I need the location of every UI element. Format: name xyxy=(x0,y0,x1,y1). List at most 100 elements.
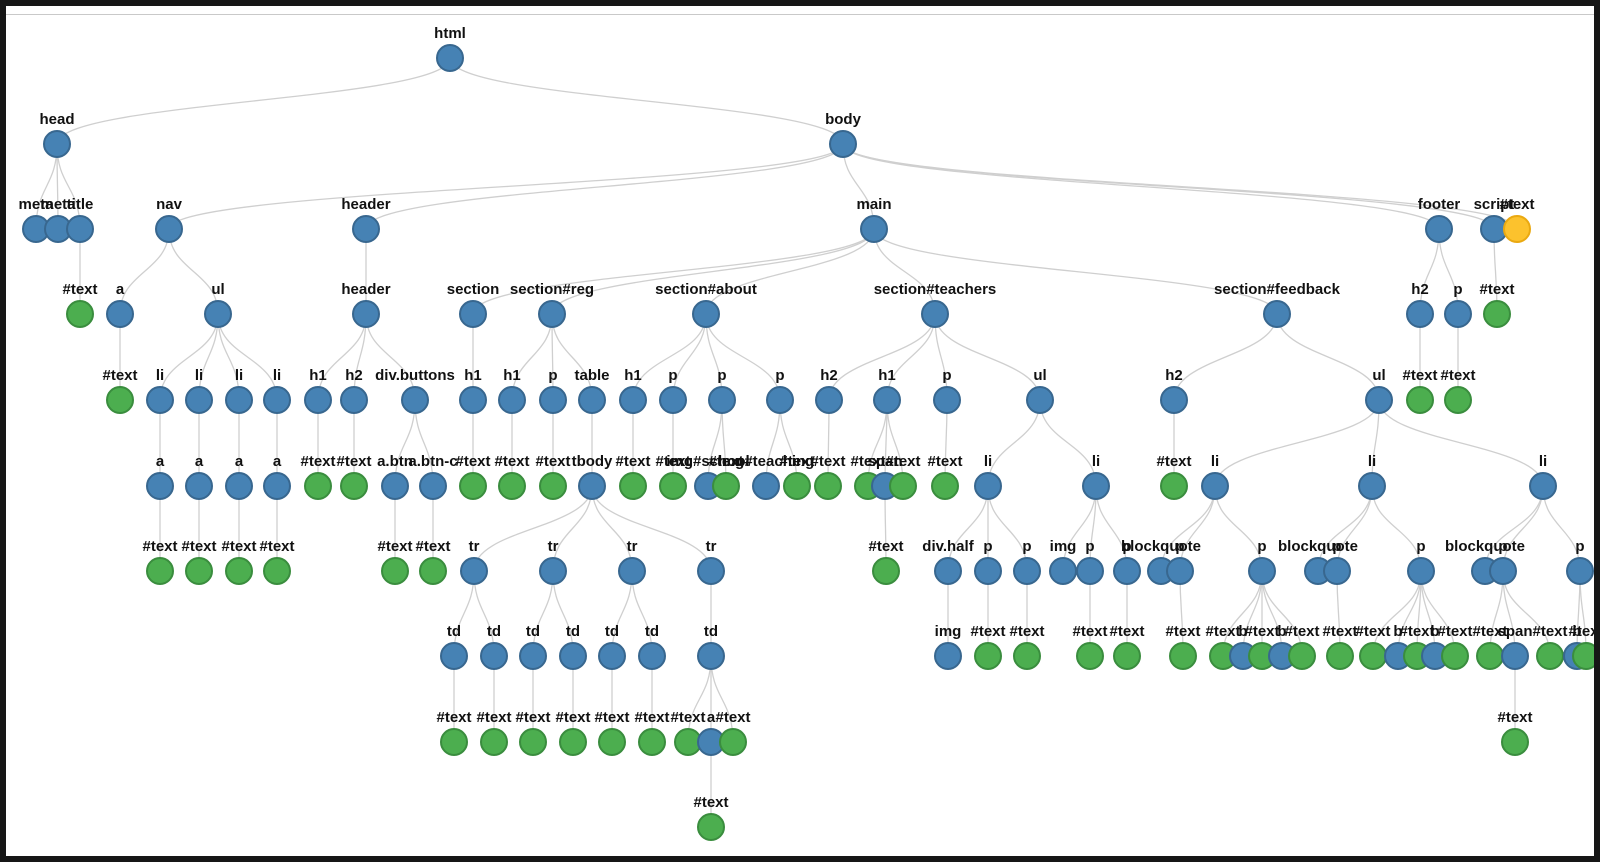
tree-node-tr[interactable] xyxy=(539,557,567,585)
tree-node-li[interactable] xyxy=(1201,472,1229,500)
tree-node-p[interactable] xyxy=(1566,557,1594,585)
tree-node-li[interactable] xyxy=(1358,472,1386,500)
tree-node-p[interactable] xyxy=(659,386,687,414)
tree-node-text-textnode[interactable] xyxy=(498,472,526,500)
tree-node-text-textnode[interactable] xyxy=(559,728,587,756)
tree-node-p[interactable] xyxy=(766,386,794,414)
tree-node-table[interactable] xyxy=(578,386,606,414)
tree-node-section-reg[interactable] xyxy=(538,300,566,328)
tree-node-text-textnode[interactable] xyxy=(619,472,647,500)
tree-node-body[interactable] xyxy=(829,130,857,158)
tree-node-td[interactable] xyxy=(519,642,547,670)
tree-node-text-textnode[interactable] xyxy=(1536,642,1564,670)
tree-node-text-textnode[interactable] xyxy=(1406,386,1434,414)
tree-node-li[interactable] xyxy=(1082,472,1110,500)
tree-node-text-textnode[interactable] xyxy=(304,472,332,500)
tree-node-p[interactable] xyxy=(1248,557,1276,585)
tree-node-text-textnode[interactable] xyxy=(712,472,740,500)
tree-node-head[interactable] xyxy=(43,130,71,158)
tree-node-text-textnode[interactable] xyxy=(974,642,1002,670)
tree-node-li[interactable] xyxy=(146,386,174,414)
tree-node-text-textnode[interactable] xyxy=(1483,300,1511,328)
tree-node-text-textnode[interactable] xyxy=(1013,642,1041,670)
tree-node-text-textnode[interactable] xyxy=(1444,386,1472,414)
tree-node-p[interactable] xyxy=(1407,557,1435,585)
tree-node-p[interactable] xyxy=(539,386,567,414)
tree-node-li[interactable] xyxy=(263,386,291,414)
tree-node-text-textnode[interactable] xyxy=(1288,642,1316,670)
tree-node-text-textnode[interactable] xyxy=(638,728,666,756)
tree-node-h2[interactable] xyxy=(1160,386,1188,414)
tree-node-p[interactable] xyxy=(974,557,1002,585)
tree-node-text-textnode[interactable] xyxy=(106,386,134,414)
tree-node-p[interactable] xyxy=(933,386,961,414)
tree-node-text-textnode[interactable] xyxy=(263,557,291,585)
tree-node-section-feedback[interactable] xyxy=(1263,300,1291,328)
tree-node-p[interactable] xyxy=(1013,557,1041,585)
tree-node-text-textnode[interactable] xyxy=(872,557,900,585)
tree-node-li[interactable] xyxy=(1529,472,1557,500)
tree-node-text-textnode[interactable] xyxy=(1326,642,1354,670)
tree-node-td[interactable] xyxy=(559,642,587,670)
tree-node-text-textnode[interactable] xyxy=(381,557,409,585)
tree-node-text-textnode[interactable] xyxy=(659,472,687,500)
tree-node-a[interactable] xyxy=(185,472,213,500)
tree-node-tbody[interactable] xyxy=(578,472,606,500)
tree-node-text-textnode[interactable] xyxy=(1169,642,1197,670)
tree-node-header[interactable] xyxy=(352,215,380,243)
tree-node-html[interactable] xyxy=(436,44,464,72)
tree-node-a[interactable] xyxy=(225,472,253,500)
tree-node-text-textnode[interactable] xyxy=(519,728,547,756)
tree-node-text-textnode[interactable] xyxy=(440,728,468,756)
tree-node-main[interactable] xyxy=(860,215,888,243)
tree-node-text-textnode[interactable] xyxy=(889,472,917,500)
tree-node-img[interactable] xyxy=(934,642,962,670)
tree-node-p[interactable] xyxy=(1489,557,1517,585)
tree-node-text-textnode[interactable] xyxy=(1113,642,1141,670)
tree-node-text-textnode[interactable] xyxy=(1076,642,1104,670)
tree-node-p[interactable] xyxy=(1444,300,1472,328)
tree-node-h2[interactable] xyxy=(340,386,368,414)
tree-node-li[interactable] xyxy=(974,472,1002,500)
tree-node-text-textnode[interactable] xyxy=(1359,642,1387,670)
tree-node-text-textnode[interactable] xyxy=(185,557,213,585)
tree-node-text-textnode[interactable] xyxy=(598,728,626,756)
tree-node-img-teaching[interactable] xyxy=(752,472,780,500)
tree-node-h2[interactable] xyxy=(1406,300,1434,328)
tree-node-text-textnode[interactable] xyxy=(480,728,508,756)
tree-node-span[interactable] xyxy=(1501,642,1529,670)
tree-node-text-textnode[interactable] xyxy=(340,472,368,500)
tree-node-text-textnode[interactable] xyxy=(66,300,94,328)
tree-node-a[interactable] xyxy=(263,472,291,500)
tree-node-a[interactable] xyxy=(106,300,134,328)
tree-node-text-textnode[interactable] xyxy=(1501,728,1529,756)
tree-node-ul[interactable] xyxy=(204,300,232,328)
tree-node-text-textnode[interactable] xyxy=(697,813,725,841)
tree-node-img[interactable] xyxy=(1049,557,1077,585)
tree-node-text-highlighted[interactable] xyxy=(1503,215,1531,243)
tree-node-text-textnode[interactable] xyxy=(146,557,174,585)
tree-node-text-textnode[interactable] xyxy=(931,472,959,500)
tree-node-text-textnode[interactable] xyxy=(419,557,447,585)
tree-node-text-textnode[interactable] xyxy=(1476,642,1504,670)
tree-node-footer[interactable] xyxy=(1425,215,1453,243)
tree-node-td[interactable] xyxy=(697,642,725,670)
tree-node-nav[interactable] xyxy=(155,215,183,243)
tree-node-p[interactable] xyxy=(708,386,736,414)
tree-node-text-textnode[interactable] xyxy=(783,472,811,500)
tree-node-section-teachers[interactable] xyxy=(921,300,949,328)
tree-node-p[interactable] xyxy=(1113,557,1141,585)
tree-node-ul[interactable] xyxy=(1365,386,1393,414)
tree-node-li[interactable] xyxy=(185,386,213,414)
tree-node-td[interactable] xyxy=(480,642,508,670)
tree-node-a-btn[interactable] xyxy=(381,472,409,500)
tree-node-h1[interactable] xyxy=(459,386,487,414)
tree-node-text-textnode[interactable] xyxy=(814,472,842,500)
tree-node-td[interactable] xyxy=(638,642,666,670)
tree-node-text-textnode[interactable] xyxy=(539,472,567,500)
tree-node-header[interactable] xyxy=(352,300,380,328)
tree-node-h2[interactable] xyxy=(815,386,843,414)
tree-node-section[interactable] xyxy=(459,300,487,328)
tree-node-td[interactable] xyxy=(440,642,468,670)
tree-node-text-textnode[interactable] xyxy=(225,557,253,585)
